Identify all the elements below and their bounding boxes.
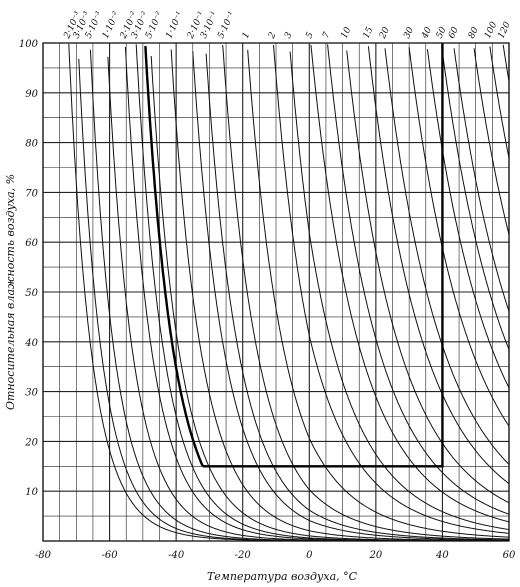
isoline [273, 44, 509, 534]
curve-label: 7 [321, 31, 333, 41]
curve-label: 5 [304, 31, 316, 41]
isoline [247, 49, 510, 538]
isoline [441, 46, 510, 350]
isoline [222, 44, 509, 540]
curve-label: 60 [447, 25, 461, 40]
x-tick-label: -20 [235, 550, 252, 561]
curve-label: 1 [241, 31, 252, 40]
isoline [192, 51, 509, 541]
isoline [205, 53, 510, 541]
y-tick-label: 80 [25, 139, 38, 150]
isoline [107, 56, 509, 542]
y-tick-label: 70 [25, 188, 38, 199]
x-tick-label: -80 [35, 550, 52, 561]
x-tick-label: 60 [503, 550, 516, 561]
isoline [346, 50, 510, 504]
curve-label: 3 [283, 31, 295, 41]
isoline [408, 47, 510, 427]
curve-label: 120 [497, 20, 513, 40]
y-tick-label: 50 [25, 288, 38, 299]
curve-label: 80 [467, 25, 481, 40]
isoline [426, 49, 510, 389]
isoline [327, 44, 510, 515]
y-tick-label: 30 [25, 388, 38, 399]
curve-label: 1·10⁻¹ [164, 10, 185, 40]
curve-label: 2 [267, 31, 279, 42]
y-axis-title: Относительная влажность воздуха, % [4, 174, 17, 410]
isoline [384, 48, 510, 465]
isoline [289, 51, 510, 530]
highlight-boundary [202, 43, 444, 468]
x-tick-label: 20 [368, 550, 382, 561]
curve-label: 40 [420, 25, 434, 41]
curve-label: 10 [340, 25, 354, 40]
x-tick-label: -40 [168, 550, 185, 561]
plot-frame [42, 42, 510, 542]
y-tick-label: 40 [24, 338, 38, 349]
x-tick-label: 40 [435, 550, 449, 561]
y-tick-label: 90 [25, 89, 38, 100]
isoline [502, 44, 510, 82]
y-tick-label: 60 [25, 238, 38, 249]
isoline [310, 44, 510, 523]
curve-labels: 2·10⁻³3·10⁻³5·10⁻³1·10⁻²2·10⁻²3·10⁻²5·10… [62, 10, 513, 41]
x-axis-title: Температура воздуха, °C [207, 570, 358, 583]
isoline [473, 48, 510, 235]
y-tick-label: 20 [24, 437, 38, 448]
curve-label: 30 [402, 25, 416, 40]
y-tick-label: 10 [25, 487, 38, 498]
isoline [78, 58, 509, 542]
curve-label: 15 [362, 25, 376, 40]
isoline [367, 46, 510, 484]
y-tick-labels: 10 20 30 40 50 60 70 80 90 100 [19, 39, 39, 498]
curve-label: 50 [435, 25, 449, 40]
isoline [170, 49, 509, 542]
x-tick-label: -60 [102, 550, 119, 561]
isoline [453, 48, 510, 312]
x-tick-labels: -80 -60 -40 -20 0 20 40 60 [35, 550, 516, 561]
x-tick-label: 0 [306, 550, 313, 561]
y-tick-label: 100 [19, 39, 39, 50]
isoline [489, 46, 510, 159]
highlight-isoline [144, 46, 204, 467]
curve-label: 20 [378, 25, 392, 41]
highlight-region [144, 43, 444, 468]
